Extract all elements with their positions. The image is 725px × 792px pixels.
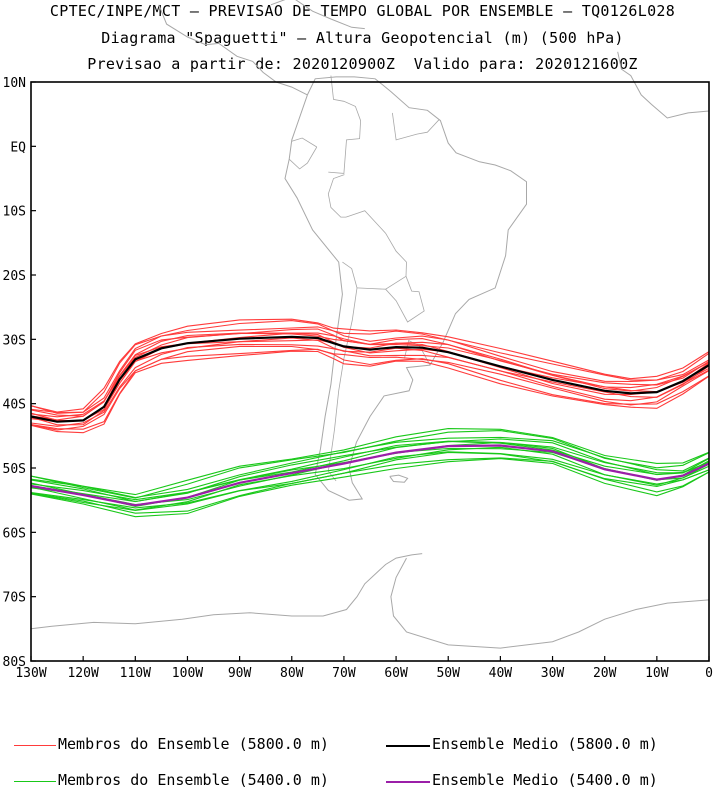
ensemble-member-5800 [30, 350, 710, 434]
country-border [385, 276, 425, 323]
lon-label: 80W [280, 666, 304, 681]
legend-label-mean-5400: Ensemble Medio (5400.0 m) [432, 771, 658, 789]
ensemble-member-5400 [30, 458, 710, 518]
legend-label-mean-5800: Ensemble Medio (5800.0 m) [432, 735, 658, 753]
lat-label: 10N [3, 76, 26, 91]
ensemble-member-5800 [30, 326, 710, 414]
lon-label: 20W [593, 666, 617, 681]
title-line-2: Diagrama "Spaguetti" – Altura Geopotenci… [101, 29, 624, 47]
ensemble-member-5800 [30, 318, 710, 413]
ensemble-member-5800 [30, 328, 710, 417]
ensemble-member-5400 [30, 451, 710, 509]
legend-swatch-members-5400 [14, 781, 56, 782]
lat-label: 40S [3, 398, 26, 413]
lon-label: 30W [541, 666, 565, 681]
legend-label-members-5400: Membros do Ensemble (5400.0 m) [58, 771, 329, 789]
ensemble-member-5400 [30, 451, 710, 511]
coastline-falklands [389, 474, 409, 483]
lon-label: 90W [228, 666, 252, 681]
lat-label: 80S [3, 655, 26, 670]
lat-label: 30S [3, 333, 26, 348]
ensemble-mean-5400 [30, 444, 710, 507]
ensemble-member-5800 [30, 320, 710, 414]
ensemble-member-5400 [30, 430, 710, 499]
lon-label: 120W [67, 666, 98, 681]
legend-swatch-mean-5800 [386, 745, 430, 747]
lon-label: 70W [332, 666, 356, 681]
country-border [327, 174, 346, 218]
lon-label: 60W [384, 666, 408, 681]
legend-swatch-mean-5400 [386, 781, 430, 783]
lon-label: 130W [15, 666, 46, 681]
lat-label: 60S [3, 526, 26, 541]
title-line-3: Previsao a partir de: 2020120900Z Valido… [87, 55, 638, 73]
ensemble-member-5800 [30, 332, 710, 418]
country-border [345, 210, 407, 290]
country-border [328, 75, 362, 174]
map-frame [30, 81, 710, 662]
lat-label: 10S [3, 205, 26, 220]
lon-label: 10W [645, 666, 669, 681]
ensemble-member-5400 [30, 436, 710, 499]
legend-swatch-members-5800 [14, 745, 56, 746]
lon-label: 40W [489, 666, 513, 681]
ensemble-member-5400 [30, 457, 710, 514]
legend-label-members-5800: Membros do Ensemble (5800.0 m) [58, 735, 329, 753]
coastline-south-america [284, 76, 527, 501]
coastline-africa [617, 51, 710, 119]
ensemble-member-5800 [30, 345, 710, 431]
country-border [288, 146, 318, 170]
lat-label: 20S [3, 269, 26, 284]
country-border [392, 112, 440, 141]
coastline-antarctica-west [30, 553, 423, 630]
coastline-central-america [158, 4, 308, 96]
ensemble-member-5400 [30, 440, 710, 501]
lon-label: 0 [705, 666, 713, 681]
ensemble-member-5400 [30, 447, 710, 506]
country-border [291, 137, 318, 148]
lat-label: EQ [10, 140, 26, 155]
lat-label: 50S [3, 462, 26, 477]
lat-label: 70S [3, 591, 26, 606]
country-border [327, 261, 358, 482]
lon-label: 110W [120, 666, 151, 681]
lon-label: 50W [436, 666, 460, 681]
coastline-caribbean [270, 0, 365, 30]
coastline-antarctica-weddell [390, 557, 710, 649]
ensemble-member-5800 [30, 343, 710, 427]
lon-label: 100W [172, 666, 203, 681]
ensemble-mean-5800 [30, 335, 710, 423]
ensemble-member-5400 [30, 428, 710, 496]
ensemble-member-5400 [30, 446, 710, 511]
ensemble-member-5400 [30, 440, 710, 503]
title-line-1: CPTEC/INPE/MCT – PREVISAO DE TEMPO GLOBA… [49, 2, 676, 20]
